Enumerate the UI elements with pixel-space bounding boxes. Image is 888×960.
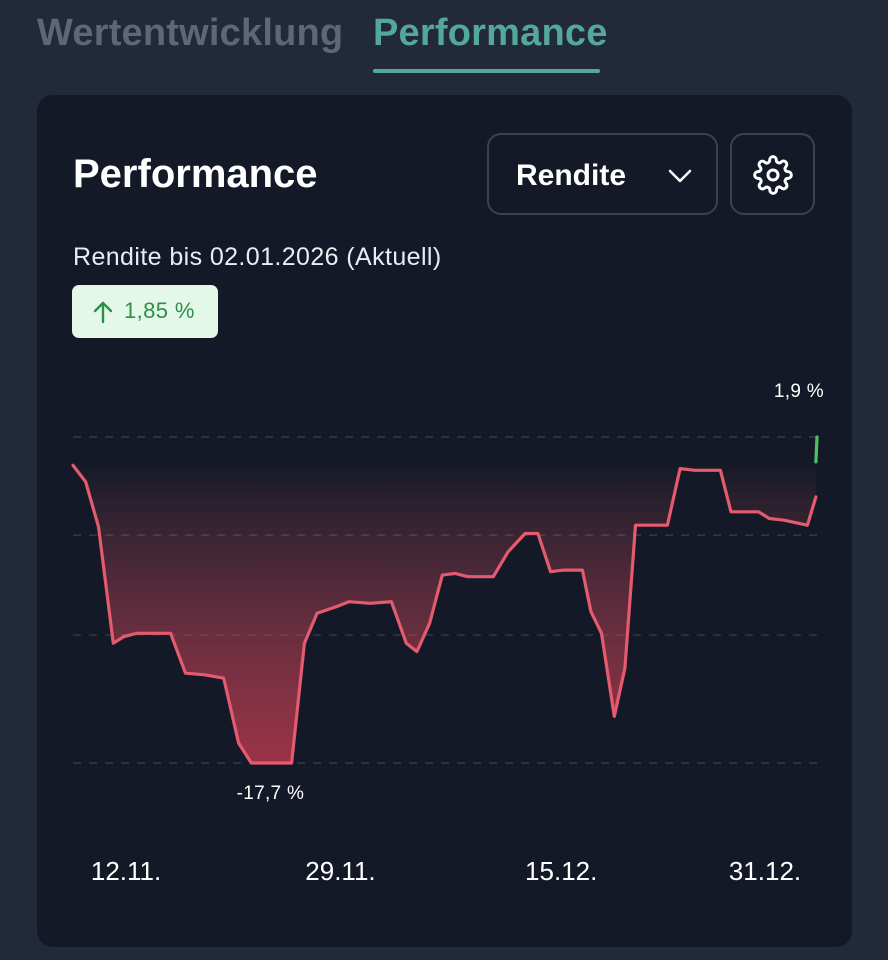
gear-icon bbox=[753, 155, 793, 195]
settings-button[interactable] bbox=[730, 133, 815, 215]
performance-subtitle: Rendite bis 02.01.2026 (Aktuell) bbox=[73, 243, 442, 271]
tab-wertentwicklung[interactable]: Wertentwicklung bbox=[37, 12, 344, 54]
min-value-label: -17,7 % bbox=[236, 783, 305, 804]
performance-card: Performance Rendite Rendite bis 02.01.20… bbox=[37, 95, 852, 947]
active-tab-indicator bbox=[373, 69, 600, 73]
performance-value: 1,85 % bbox=[124, 298, 195, 323]
metric-select-value: Rendite bbox=[516, 159, 627, 192]
metric-select[interactable]: Rendite bbox=[487, 133, 718, 215]
tab-performance[interactable]: Performance bbox=[373, 12, 608, 54]
arrow-up-icon bbox=[93, 301, 113, 324]
performance-line-positive bbox=[814, 435, 819, 464]
performance-badge: 1,85 % bbox=[72, 285, 218, 338]
performance-area bbox=[73, 465, 816, 763]
x-tick-label: 31.12. bbox=[728, 856, 802, 886]
x-tick-label: 15.12. bbox=[525, 856, 598, 886]
performance-chart bbox=[71, 435, 819, 765]
max-value-label: 1,9 % bbox=[773, 381, 824, 402]
x-tick-label: 12.11. bbox=[90, 856, 162, 886]
chevron-down-icon bbox=[668, 169, 692, 183]
tab-bar: Wertentwicklung Performance bbox=[0, 0, 888, 80]
performance-line-negative bbox=[71, 463, 818, 765]
x-tick-label: 29.11. bbox=[305, 856, 376, 886]
card-title: Performance bbox=[73, 152, 318, 196]
